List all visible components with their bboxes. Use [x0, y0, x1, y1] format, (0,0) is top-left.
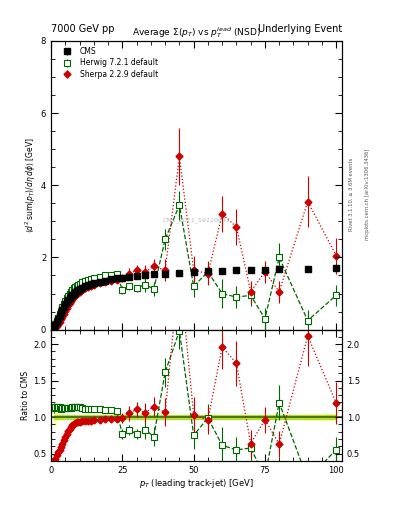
- Y-axis label: Ratio to CMS: Ratio to CMS: [21, 371, 30, 420]
- Text: 7000 GeV pp: 7000 GeV pp: [51, 24, 115, 34]
- Text: Underlying Event: Underlying Event: [258, 24, 342, 34]
- Text: Rivet 3.1.10, ≥ 3.6M events: Rivet 3.1.10, ≥ 3.6M events: [349, 158, 354, 231]
- Text: mcplots.cern.ch [arXiv:1306.3436]: mcplots.cern.ch [arXiv:1306.3436]: [365, 149, 370, 240]
- Title: Average $\Sigma(p_T)$ vs $p_T^{lead}$ (NSD): Average $\Sigma(p_T)$ vs $p_T^{lead}$ (N…: [132, 25, 261, 40]
- Legend: CMS, Herwig 7.2.1 default, Sherpa 2.2.9 default: CMS, Herwig 7.2.1 default, Sherpa 2.2.9 …: [55, 45, 161, 81]
- Y-axis label: $\langle d^2\,\mathrm{sum}(p_T)/d\eta\,d\phi\rangle$ [GeV]: $\langle d^2\,\mathrm{sum}(p_T)/d\eta\,d…: [24, 137, 38, 233]
- Text: CMS_2011_S9120041: CMS_2011_S9120041: [162, 217, 231, 223]
- X-axis label: $p_T$ (leading track-jet) [GeV]: $p_T$ (leading track-jet) [GeV]: [139, 477, 254, 490]
